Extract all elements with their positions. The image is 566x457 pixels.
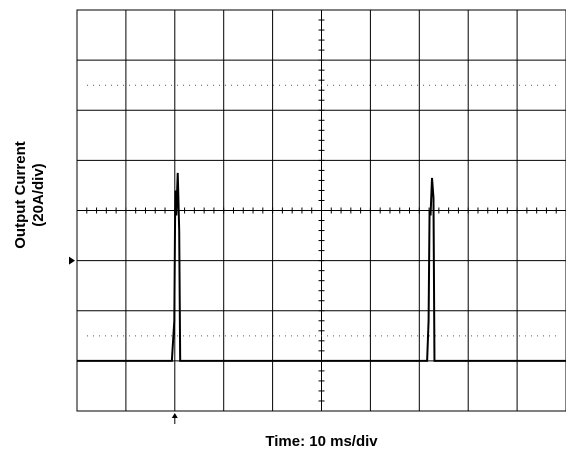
x-axis-label: Time: 10 ms/div (265, 433, 378, 450)
trigger-position-marker (171, 413, 178, 424)
markers-group (69, 256, 178, 424)
y-axis-label: Output Current (20A/div) (2, 95, 58, 295)
ground-level-marker (69, 256, 75, 265)
dotted-graticule (87, 84, 560, 337)
trace-group (77, 172, 566, 362)
y-axis-label-line2: (20A/div) (30, 163, 47, 227)
y-axis-label-line1: Output Current (12, 141, 29, 249)
current-trace (77, 172, 566, 362)
